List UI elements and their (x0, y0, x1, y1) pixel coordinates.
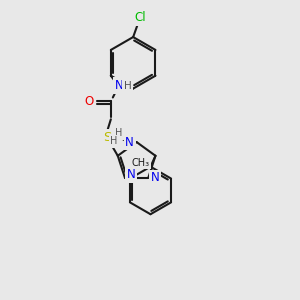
Text: N: N (127, 168, 135, 182)
Text: N: N (125, 136, 134, 148)
Text: H: H (124, 81, 132, 91)
Text: S: S (103, 130, 111, 144)
Text: Cl: Cl (134, 11, 146, 24)
Text: H: H (110, 136, 118, 146)
Text: N: N (114, 79, 123, 92)
Text: N: N (151, 171, 160, 184)
Text: H: H (115, 128, 122, 138)
Text: O: O (84, 95, 94, 108)
Text: CH₃: CH₃ (132, 158, 150, 168)
